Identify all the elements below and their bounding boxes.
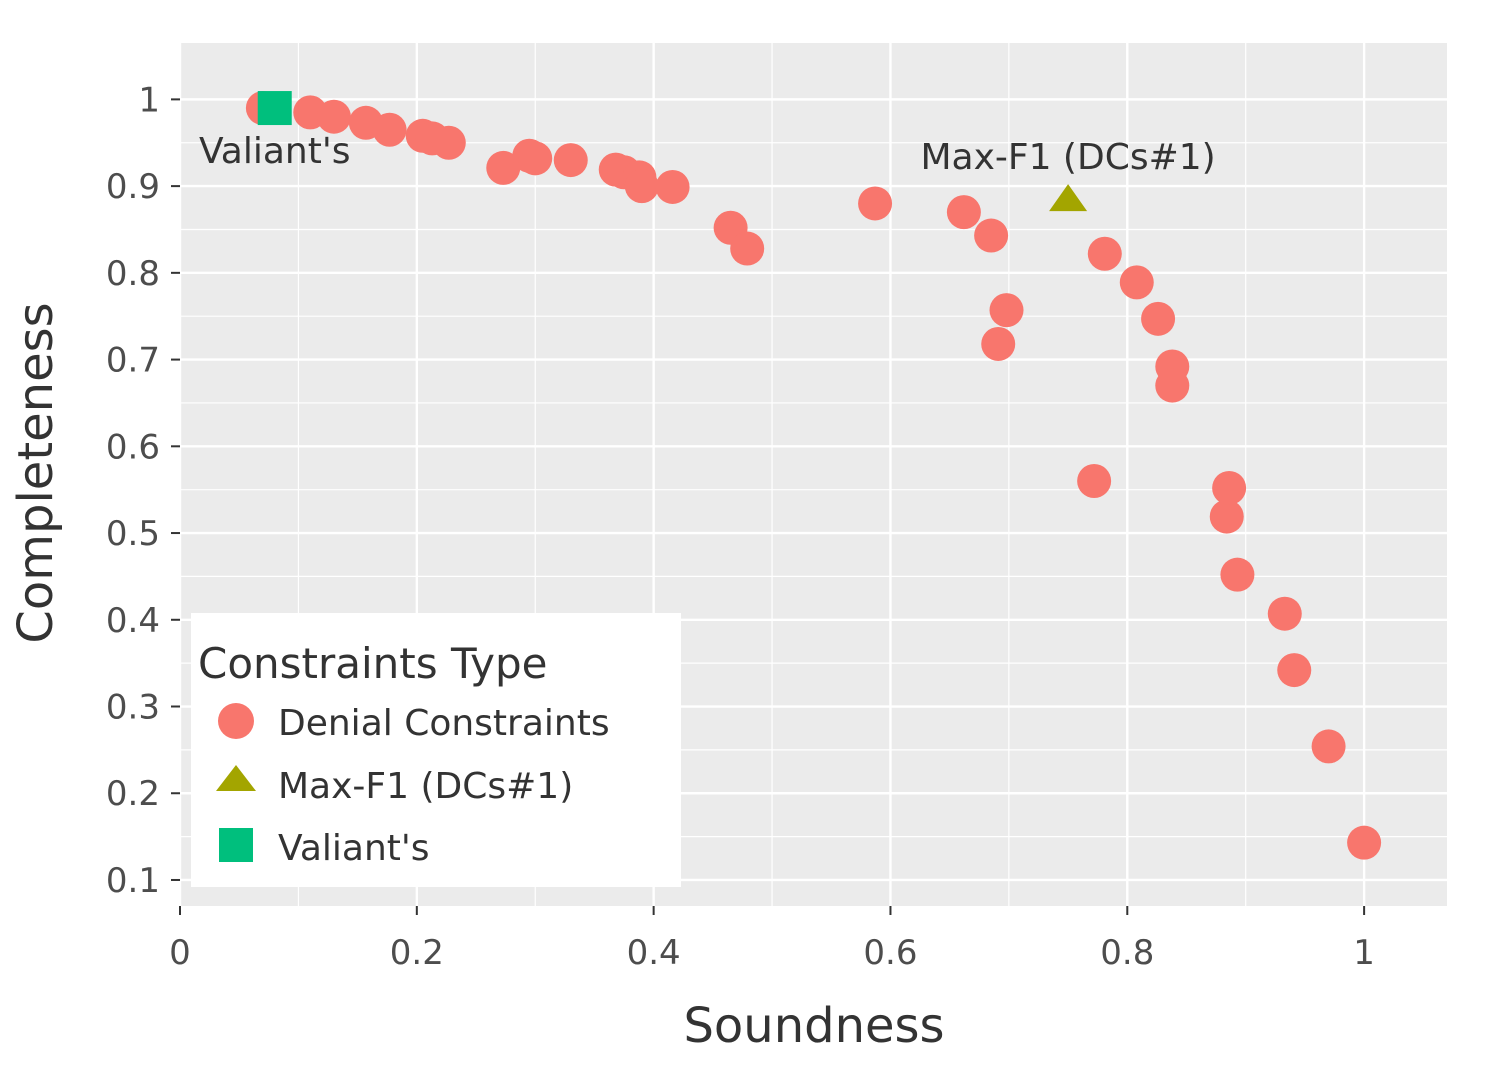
y-tick-label: 0.7 — [106, 341, 160, 381]
legend-box — [191, 613, 681, 887]
denial-constraint-point — [981, 326, 1016, 361]
denial-constraint-point — [1087, 236, 1122, 271]
denial-constraint-point — [553, 143, 588, 178]
denial-constraint-point — [1347, 825, 1382, 860]
denial-constraint-point — [1155, 368, 1190, 403]
denial-constraint-point — [624, 169, 659, 204]
denial-constraint-point — [1311, 729, 1346, 764]
denial-constraint-point — [1119, 265, 1154, 300]
denial-constraint-point — [486, 150, 521, 185]
annotation-label: Max-F1 (DCs#1) — [920, 137, 1215, 178]
denial-constraint-point — [858, 186, 893, 221]
denial-constraint-point — [730, 231, 765, 266]
y-tick-label: 0.6 — [106, 427, 160, 467]
legend-label: Denial Constraints — [278, 703, 610, 744]
denial-constraint-point — [989, 293, 1024, 328]
valiants-point — [257, 91, 292, 126]
y-tick-label: 0.8 — [106, 254, 160, 294]
annotation-label: Valiant's — [199, 131, 351, 172]
y-tick-label: 0.2 — [106, 774, 160, 814]
legend-key-square — [219, 828, 253, 862]
axes: 0 0.2 0.4 0.6 0.8 1 0.1 0.2 0.3 0.4 0.5 0.6 0.7 0.8 0.… — [106, 80, 1375, 973]
denial-constraint-point — [946, 195, 981, 230]
denial-constraint-point — [1209, 499, 1244, 534]
denial-constraint-point — [372, 112, 407, 147]
legend-title: Constraints Type — [198, 639, 547, 688]
denial-constraint-point — [1141, 301, 1176, 336]
denial-constraint-point — [974, 218, 1009, 253]
y-tick-label: 0.3 — [106, 688, 160, 728]
denial-constraint-point — [518, 141, 553, 176]
denial-constraint-point — [655, 169, 690, 204]
legend-key-triangle — [216, 765, 256, 791]
y-axis-title: Completeness — [8, 302, 64, 643]
denial-constraint-point — [1220, 557, 1255, 592]
legend-key-circle — [218, 703, 254, 739]
denial-constraint-point — [1212, 470, 1247, 505]
x-tick-label: 1 — [1353, 933, 1375, 973]
legend: Constraints Type Denial Constraints Max-… — [191, 613, 681, 887]
data-points — [245, 91, 1382, 860]
y-tick-label: 0.1 — [106, 861, 160, 901]
y-tick-label: 1 — [138, 80, 160, 120]
legend-label: Max-F1 (DCs#1) — [278, 766, 573, 807]
annotations: Valiant's Max-F1 (DCs#1) — [199, 131, 1216, 178]
denial-constraint-point — [1077, 464, 1112, 499]
denial-constraint-point — [1277, 653, 1312, 688]
y-tick-label: 0.4 — [106, 601, 160, 641]
x-tick-label: 0.2 — [390, 933, 444, 973]
y-tick-label: 0.5 — [106, 514, 160, 554]
x-axis-title: Soundness — [683, 998, 944, 1054]
max-f1-point — [1049, 184, 1088, 212]
x-tick-label: 0.8 — [1100, 933, 1154, 973]
x-tick-label: 0 — [169, 933, 191, 973]
denial-constraint-point — [1267, 596, 1302, 631]
denial-constraint-point — [316, 99, 351, 134]
x-tick-label: 0.4 — [627, 933, 681, 973]
legend-label: Valiant's — [278, 828, 430, 869]
x-tick-label: 0.6 — [863, 933, 917, 973]
y-tick-label: 0.9 — [106, 167, 160, 207]
denial-constraint-point — [431, 125, 466, 160]
